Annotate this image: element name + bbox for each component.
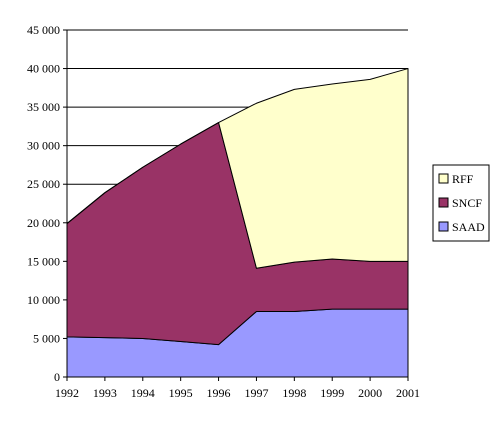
axes <box>66 30 408 378</box>
legend-swatch-rff <box>438 173 449 184</box>
legend-label-sncf: SNCF <box>452 196 482 210</box>
legend-label-rff: RFF <box>452 172 474 186</box>
x-tick-label-0: 1992 <box>55 386 79 400</box>
y-tick-label-4: 20 000 <box>27 216 60 230</box>
y-tick-label-3: 15 000 <box>27 254 60 268</box>
y-tick-label-7: 35 000 <box>27 100 60 114</box>
y-tick-label-6: 30 000 <box>27 139 60 153</box>
y-tick-label-1: 5 000 <box>33 331 60 345</box>
x-tick-label-2: 1994 <box>131 386 155 400</box>
x-tick-label-1: 1993 <box>93 386 117 400</box>
x-axis-ticks: 1992 1993 1994 1995 1996 1997 1998 1999 2000 2001 <box>55 377 420 400</box>
x-tick-label-5: 1997 <box>244 386 268 400</box>
legend-label-saad: SAAD <box>452 220 485 234</box>
x-tick-label-4: 1996 <box>207 386 231 400</box>
area-rff <box>66 68 409 269</box>
y-axis-ticks: 0 5 000 10 000 15 000 20 000 25 000 30 000 35 0… <box>27 23 67 384</box>
y-tick-label-9: 45 000 <box>27 23 60 37</box>
y-tick-label-0: 0 <box>54 370 60 384</box>
x-tick-label-8: 2000 <box>358 386 382 400</box>
x-tick-label-9: 2001 <box>396 386 420 400</box>
x-tick-label-7: 1999 <box>320 386 344 400</box>
y-tick-label-5: 25 000 <box>27 177 60 191</box>
legend: RFF SNCF SAAD <box>432 164 490 242</box>
legend-swatch-saad <box>438 221 449 232</box>
y-tick-label-2: 10 000 <box>27 293 60 307</box>
series-areas <box>66 68 409 378</box>
x-tick-label-3: 1995 <box>169 386 193 400</box>
x-tick-label-6: 1998 <box>282 386 306 400</box>
y-tick-label-8: 40 000 <box>27 62 60 76</box>
legend-swatch-sncf <box>438 197 449 208</box>
